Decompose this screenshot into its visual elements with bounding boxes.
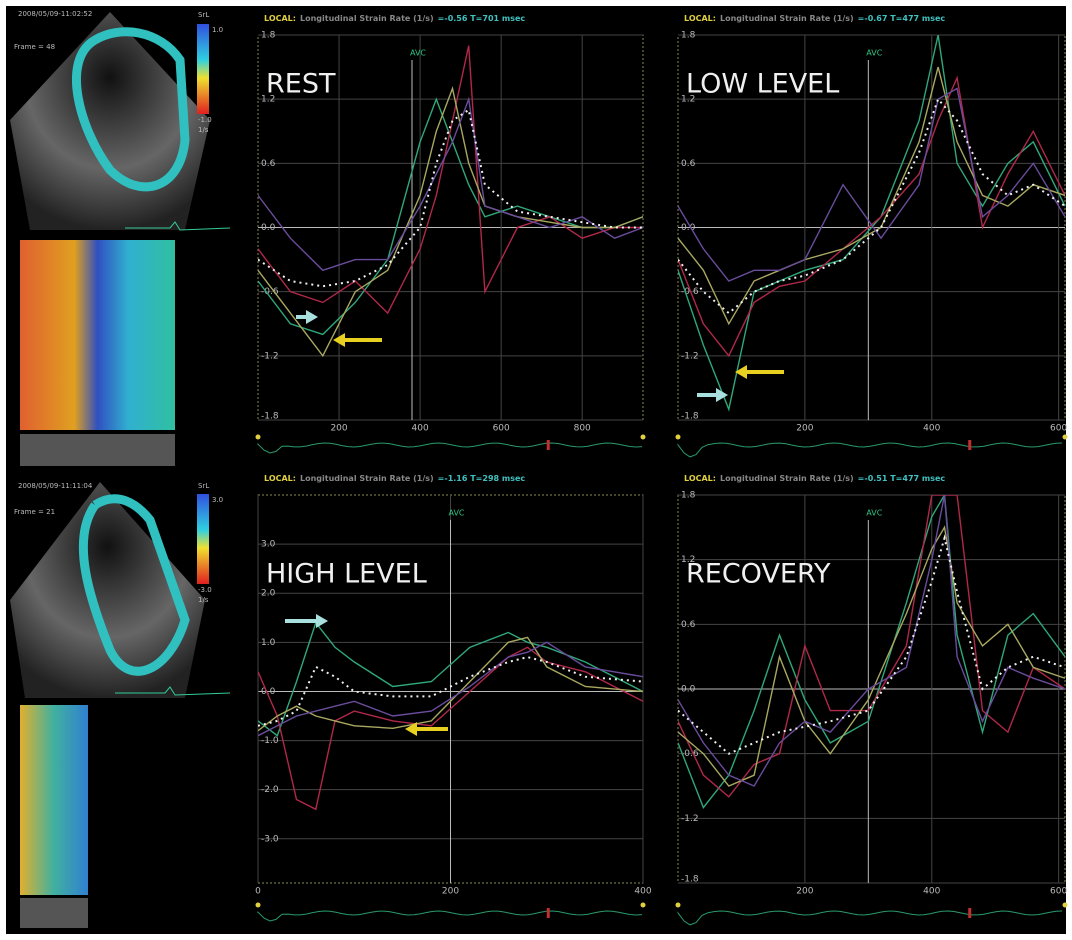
x-tick-label: 200 bbox=[796, 887, 813, 897]
y-tick-label: 0.0 bbox=[261, 223, 276, 233]
y-tick-label: 1.0 bbox=[261, 638, 276, 648]
m-mode bbox=[20, 705, 88, 895]
ecg-marker bbox=[968, 440, 971, 450]
color-scale bbox=[197, 24, 209, 114]
m-mode-strip bbox=[20, 898, 88, 928]
scale-title: SrL bbox=[198, 11, 209, 19]
chart-panel: LOCAL: Longitudinal Strain Rate (1/s) =-0.… bbox=[256, 14, 646, 454]
x-tick-label: 0 bbox=[255, 887, 261, 897]
header-reading: =-0.56 T=701 msec bbox=[438, 14, 526, 23]
m-mode-strip bbox=[20, 434, 175, 466]
x-tick-label: 200 bbox=[330, 424, 347, 434]
annotation-label: AVC bbox=[448, 509, 464, 518]
scale-unit: 1/s bbox=[198, 596, 209, 604]
header-title: Longitudinal Strain Rate (1/s) bbox=[720, 474, 854, 483]
timestamp: 2008/05/09-11:02:52 bbox=[18, 10, 92, 18]
header-label: LOCAL: bbox=[264, 474, 296, 483]
scale-min: -3.0 bbox=[198, 586, 212, 594]
y-tick-label: -1.8 bbox=[681, 875, 699, 885]
scale-unit: 1/s bbox=[198, 126, 209, 134]
annotation-label: AVC bbox=[410, 49, 426, 58]
x-tick-label: 400 bbox=[634, 887, 651, 897]
x-tick-label: 600 bbox=[1050, 887, 1067, 897]
header-title: Longitudinal Strain Rate (1/s) bbox=[300, 474, 434, 483]
header: LOCAL: Longitudinal Strain Rate (1/s) =-0.… bbox=[684, 14, 945, 23]
y-tick-label: 0.0 bbox=[681, 685, 696, 695]
y-tick-label: -3.0 bbox=[261, 834, 279, 844]
y-tick-label: -1.2 bbox=[261, 351, 279, 361]
x-tick-label: 400 bbox=[923, 424, 940, 434]
scale-title: SrL bbox=[198, 482, 209, 490]
frame-label: Frame = 21 bbox=[14, 508, 55, 516]
ecg-marker bbox=[547, 440, 550, 450]
figure: 2008/05/09-11:02:52 Frame = 48 SrL 1.0 -… bbox=[0, 0, 1072, 940]
y-tick-label: 3.0 bbox=[261, 540, 276, 550]
panel-title: REST bbox=[266, 69, 336, 100]
ecg-dot bbox=[256, 903, 261, 908]
y-tick-label: 0.6 bbox=[261, 159, 276, 169]
chart-panel: LOCAL: Longitudinal Strain Rate (1/s) =-0.… bbox=[676, 474, 1068, 925]
x-tick-label: 600 bbox=[493, 424, 510, 434]
m-mode bbox=[20, 240, 175, 430]
ecg-dot bbox=[676, 903, 681, 908]
y-tick-label: -1.2 bbox=[681, 814, 699, 824]
chart-panel: LOCAL: Longitudinal Strain Rate (1/s) =-1.… bbox=[255, 474, 652, 922]
header-title: Longitudinal Strain Rate (1/s) bbox=[720, 14, 854, 23]
chart-panel: LOCAL: Longitudinal Strain Rate (1/s) =-0.… bbox=[676, 14, 1068, 457]
y-tick-label: -1.2 bbox=[681, 351, 699, 361]
scale-max: 1.0 bbox=[212, 26, 223, 34]
header-title: Longitudinal Strain Rate (1/s) bbox=[300, 14, 434, 23]
header-label: LOCAL: bbox=[264, 14, 296, 23]
ecg-dot bbox=[641, 435, 646, 440]
ecg-dot bbox=[676, 435, 681, 440]
ecg-dot bbox=[641, 903, 646, 908]
header-label: LOCAL: bbox=[684, 474, 716, 483]
x-tick-label: 200 bbox=[796, 424, 813, 434]
y-tick-label: -1.8 bbox=[261, 412, 279, 422]
frame-label: Frame = 48 bbox=[14, 43, 55, 51]
annotation-label: AVC bbox=[866, 49, 882, 58]
panel-title: LOW LEVEL bbox=[686, 69, 839, 100]
header-reading: =-0.51 T=477 msec bbox=[858, 474, 946, 483]
ecg-marker bbox=[968, 908, 971, 918]
ecg-marker bbox=[547, 908, 550, 918]
annotation-label: AVC bbox=[866, 509, 882, 518]
y-tick-label: -2.0 bbox=[261, 785, 279, 795]
header: LOCAL: Longitudinal Strain Rate (1/s) =-0.… bbox=[264, 14, 525, 23]
header: LOCAL: Longitudinal Strain Rate (1/s) =-0.… bbox=[684, 474, 945, 483]
y-tick-label: 1.8 bbox=[681, 491, 696, 501]
header-label: LOCAL: bbox=[684, 14, 716, 23]
y-tick-label: 0.6 bbox=[681, 620, 696, 630]
y-tick-label: -1.8 bbox=[681, 412, 699, 422]
x-tick-label: 400 bbox=[923, 887, 940, 897]
panel-title: HIGH LEVEL bbox=[266, 559, 427, 590]
color-scale bbox=[197, 494, 209, 584]
ecg-dot bbox=[256, 435, 261, 440]
y-tick-label: 1.8 bbox=[681, 31, 696, 41]
panel-title: RECOVERY bbox=[686, 559, 831, 590]
ecg-dot bbox=[1063, 903, 1068, 908]
scale-max: 3.0 bbox=[212, 496, 223, 504]
header-reading: =-1.16 T=298 msec bbox=[438, 474, 526, 483]
scale-min: -1.0 bbox=[198, 116, 212, 124]
y-tick-label: 2.0 bbox=[261, 589, 276, 599]
header-reading: =-0.67 T=477 msec bbox=[858, 14, 946, 23]
timestamp: 2008/05/09-11:11:04 bbox=[18, 482, 93, 490]
header: LOCAL: Longitudinal Strain Rate (1/s) =-1.… bbox=[264, 474, 525, 483]
ecg-dot bbox=[1063, 435, 1068, 440]
y-tick-label: 1.8 bbox=[261, 31, 276, 41]
x-tick-label: 200 bbox=[442, 887, 459, 897]
y-tick-label: 0.6 bbox=[681, 159, 696, 169]
x-tick-label: 800 bbox=[574, 424, 591, 434]
y-tick-label: -1.0 bbox=[261, 736, 279, 746]
x-tick-label: 600 bbox=[1050, 424, 1067, 434]
x-tick-label: 400 bbox=[412, 424, 429, 434]
